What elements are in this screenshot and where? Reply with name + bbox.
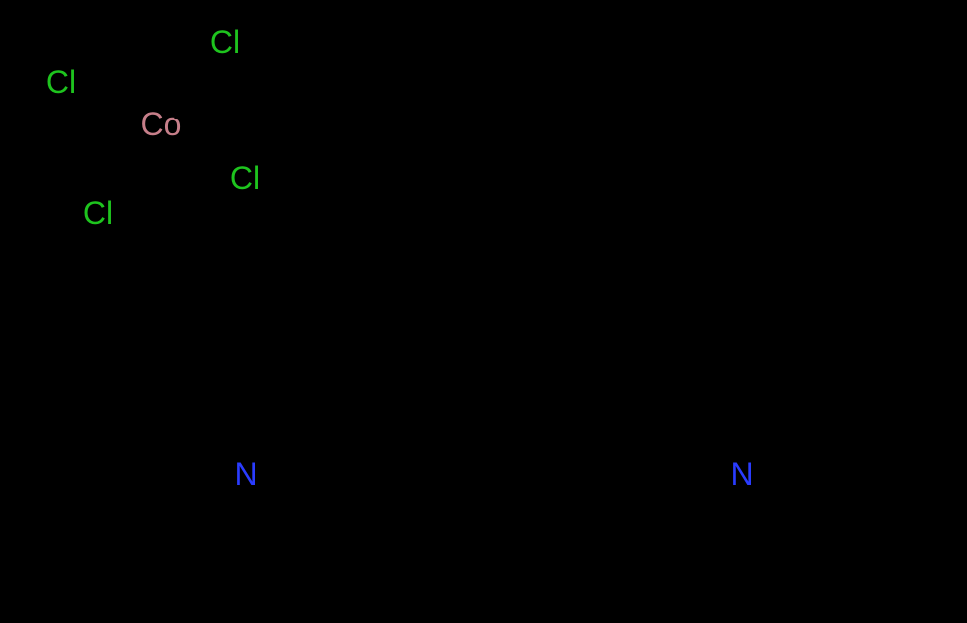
- svg-text:Cl: Cl: [230, 160, 260, 196]
- svg-text:Cl: Cl: [210, 24, 240, 60]
- svg-text:+: +: [254, 452, 266, 474]
- svg-text:2−: 2−: [173, 102, 196, 124]
- svg-text:Cl: Cl: [83, 195, 113, 231]
- svg-text:+: +: [750, 452, 762, 474]
- molecule-diagram: Co2−ClClClClN+N+: [0, 0, 967, 623]
- svg-text:Cl: Cl: [46, 64, 76, 100]
